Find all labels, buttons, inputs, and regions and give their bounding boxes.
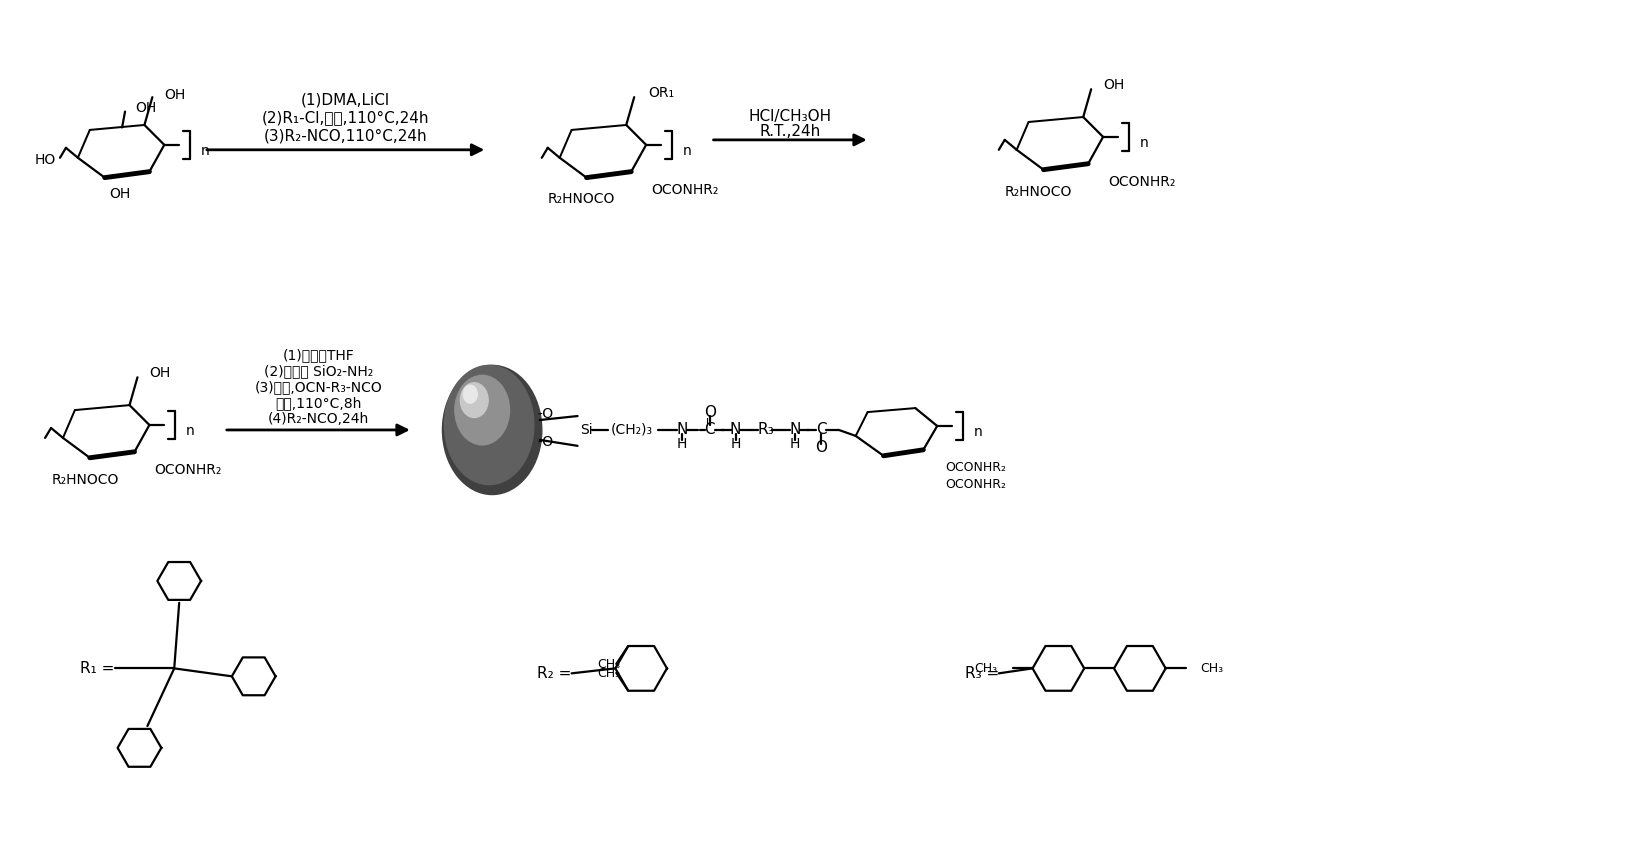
Text: OCONHR₂: OCONHR₂ xyxy=(155,463,222,476)
Text: (2)涂敷在 SiO₂-NH₂: (2)涂敷在 SiO₂-NH₂ xyxy=(264,365,373,378)
Text: OCONHR₂: OCONHR₂ xyxy=(945,461,1007,475)
Text: OR₁: OR₁ xyxy=(648,86,674,100)
Text: OH: OH xyxy=(1103,78,1124,92)
Text: OH: OH xyxy=(135,101,156,114)
Ellipse shape xyxy=(461,382,489,418)
Text: 吖唘,110°C,8h: 吖唘,110°C,8h xyxy=(275,396,362,410)
Text: C: C xyxy=(704,422,715,437)
Text: O: O xyxy=(704,404,715,420)
Text: Si: Si xyxy=(580,423,593,437)
Ellipse shape xyxy=(454,376,510,445)
Text: n: n xyxy=(186,424,195,438)
Text: R.T.,24h: R.T.,24h xyxy=(759,124,821,140)
Text: (4)R₂-NCO,24h: (4)R₂-NCO,24h xyxy=(267,412,368,426)
Text: R₃: R₃ xyxy=(757,422,774,437)
Text: (2)R₁-Cl,吖唘,110°C,24h: (2)R₁-Cl,吖唘,110°C,24h xyxy=(262,111,430,125)
Text: CH₃: CH₃ xyxy=(974,662,999,675)
Text: R₂HNOCO: R₂HNOCO xyxy=(547,193,616,206)
Text: (CH₂)₃: (CH₂)₃ xyxy=(611,423,653,437)
Text: O: O xyxy=(814,440,828,455)
Text: H: H xyxy=(730,437,741,451)
Text: OCONHR₂: OCONHR₂ xyxy=(945,478,1007,491)
Text: n: n xyxy=(1140,136,1148,150)
Text: CH₃: CH₃ xyxy=(596,667,621,680)
Text: OH: OH xyxy=(165,88,186,102)
Text: (3)R₂-NCO,110°C,24h: (3)R₂-NCO,110°C,24h xyxy=(264,129,427,144)
Text: OH: OH xyxy=(109,186,130,201)
Text: R₂HNOCO: R₂HNOCO xyxy=(1005,184,1072,199)
Text: OH: OH xyxy=(150,366,171,381)
Text: N: N xyxy=(730,422,741,437)
Text: R₂HNOCO: R₂HNOCO xyxy=(50,473,119,486)
Text: CH₃: CH₃ xyxy=(596,658,621,672)
Text: (1)DMA,LiCl: (1)DMA,LiCl xyxy=(301,92,391,107)
Text: n: n xyxy=(974,425,982,439)
Text: n: n xyxy=(200,144,210,158)
Text: (1)溶解于THF: (1)溶解于THF xyxy=(282,349,353,362)
Ellipse shape xyxy=(443,365,542,495)
Text: HCl/CH₃OH: HCl/CH₃OH xyxy=(749,108,832,124)
Text: N: N xyxy=(790,422,801,437)
Text: OCONHR₂: OCONHR₂ xyxy=(1108,174,1176,189)
Text: H: H xyxy=(790,437,800,451)
Text: N: N xyxy=(676,422,687,437)
Text: H: H xyxy=(676,437,687,451)
Text: n: n xyxy=(683,144,692,158)
Text: R₃ =: R₃ = xyxy=(964,666,999,681)
Text: R₁ =: R₁ = xyxy=(80,661,114,676)
Text: R₂ =: R₂ = xyxy=(538,666,572,681)
Ellipse shape xyxy=(445,365,534,485)
Text: -O: -O xyxy=(538,435,554,449)
Text: -O: -O xyxy=(538,407,554,421)
Ellipse shape xyxy=(463,385,477,404)
Text: C: C xyxy=(816,422,826,437)
Text: CH₃: CH₃ xyxy=(1201,662,1223,675)
Text: HO: HO xyxy=(34,153,55,167)
Text: (3)甲苯,OCN-R₃-NCO: (3)甲苯,OCN-R₃-NCO xyxy=(254,380,383,394)
Text: OCONHR₂: OCONHR₂ xyxy=(652,183,718,196)
